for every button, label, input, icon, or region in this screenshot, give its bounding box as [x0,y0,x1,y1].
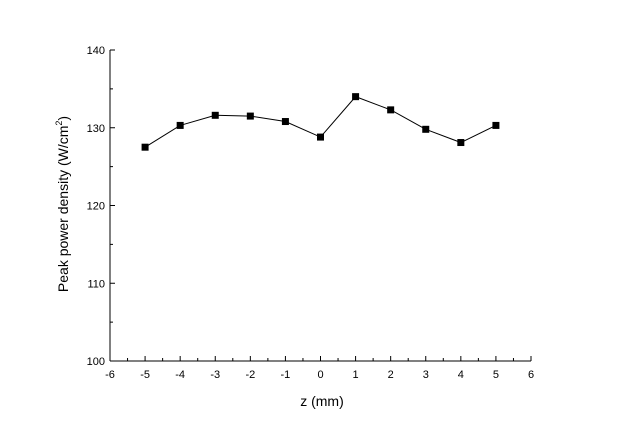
data-point [387,106,395,114]
x-tick-label: -2 [245,369,255,381]
x-tick-label: 2 [388,369,394,381]
series-group [141,93,500,151]
y-axis-title: Peak power density (W/cm2) [54,116,71,292]
data-point [352,93,360,101]
y-tick-label: 110 [87,278,105,290]
x-tick-label: -6 [105,369,115,381]
x-tick-label: -4 [175,369,185,381]
data-point [492,121,500,129]
x-tick-label: 6 [528,369,534,381]
y-axis-title-superscript: 2 [54,121,64,126]
data-point [422,125,430,133]
x-tick-label: -5 [140,369,150,381]
data-point [457,139,465,147]
axes: -6 -5 -4 -3 -2 -1 0 1 2 3 4 5 6 100 110 120 130 140 [87,45,534,381]
data-point [211,111,219,119]
y-axis-title-main: Peak power density (W/cm [55,126,71,293]
x-tick-label: 1 [353,369,359,381]
x-tick-label: 3 [423,369,429,381]
y-tick-label: 140 [87,45,105,57]
data-point [317,133,324,141]
data-point [281,118,289,126]
x-tick-label: 5 [493,369,499,381]
x-axis-title: z (mm) [300,393,344,409]
data-point [141,143,149,151]
y-tick-label: 130 [87,123,105,135]
x-tick-label: -3 [210,369,220,381]
y-tick-label: 100 [87,356,105,368]
data-point [176,121,184,129]
y-axis-title-close: ) [55,116,71,121]
x-tick-label: 4 [458,369,464,381]
x-tick-label: -1 [281,369,291,381]
data-point [246,112,254,120]
y-tick-label: 120 [87,201,105,213]
x-tick-label: 0 [317,369,323,381]
